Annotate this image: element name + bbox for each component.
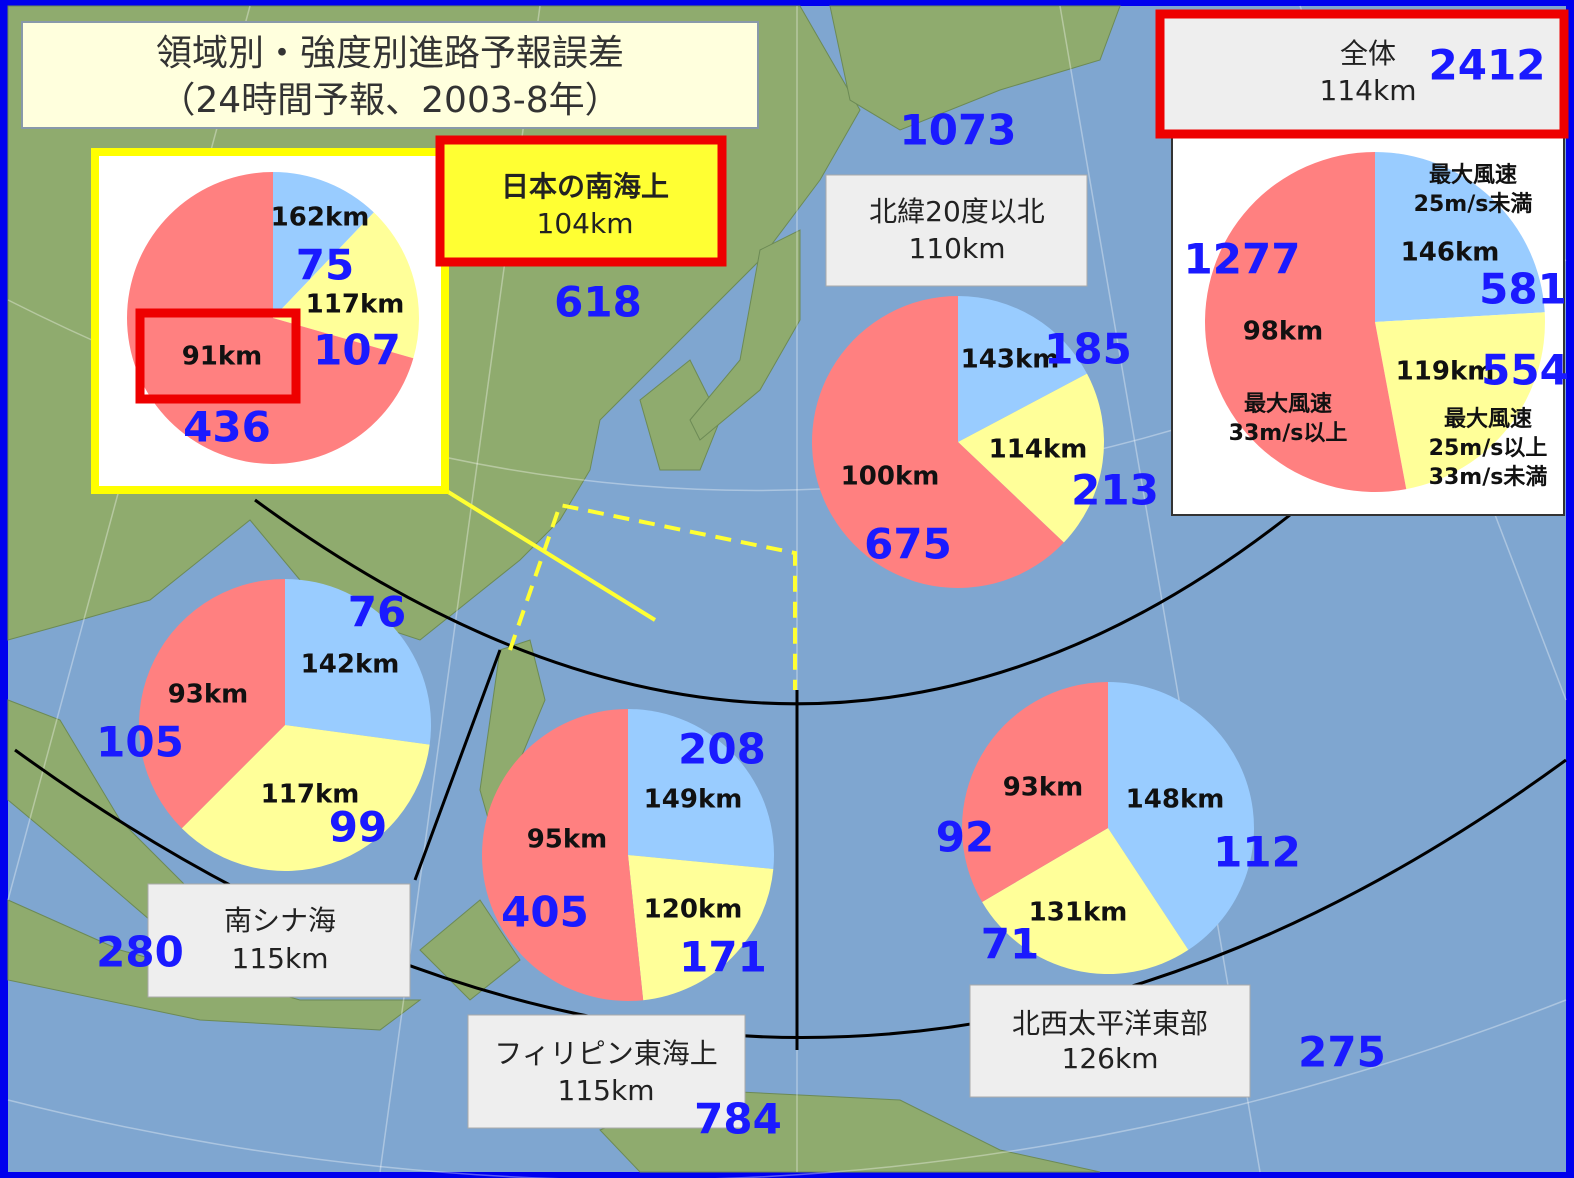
region-error: 126km: [1062, 1042, 1159, 1075]
slice-error: 142km: [301, 650, 400, 680]
region-name: 南シナ海: [224, 904, 336, 937]
slice-count: 105: [96, 718, 184, 767]
region-count: 280: [96, 928, 184, 977]
region-name: フィリピン東海上: [494, 1037, 717, 1070]
slice-error: 146km: [1401, 238, 1500, 268]
slice-count: 436: [183, 403, 271, 452]
slice-count: 208: [678, 725, 766, 774]
slice-count: 99: [329, 803, 387, 852]
slice-error: 93km: [1003, 773, 1084, 803]
region-error: 115km: [558, 1074, 655, 1107]
legend-label: 33m/s以上: [1229, 421, 1348, 446]
region-error: 104km: [537, 207, 634, 240]
slice-count: 554: [1481, 346, 1569, 395]
legend-label: 最大風速: [1244, 391, 1332, 417]
region-count: 1073: [900, 106, 1017, 155]
slice-error: 149km: [644, 785, 743, 815]
slice-error: 162km: [271, 203, 370, 233]
slice-count: 107: [313, 326, 401, 375]
region-box: [148, 884, 410, 997]
region-count: 618: [554, 278, 642, 327]
slice-error: 91km: [182, 342, 263, 372]
title: 領域別・強度別進路予報誤差: [156, 33, 624, 74]
slice-count: 675: [864, 520, 952, 569]
legend-label: 33m/s未満: [1429, 464, 1548, 490]
slice-error: 95km: [527, 825, 608, 855]
slice-error: 100km: [841, 462, 940, 492]
legend-label: 最大風速: [1429, 162, 1517, 188]
region-box: [970, 985, 1250, 1097]
slice-error: 148km: [1126, 785, 1225, 815]
legend-label: 25m/s以上: [1429, 436, 1548, 461]
slice-error: 119km: [1396, 357, 1495, 387]
region-name: 全体: [1340, 37, 1396, 70]
slice-error: 93km: [168, 680, 249, 710]
slice-count: 92: [936, 813, 994, 862]
slice-error: 131km: [1029, 898, 1128, 928]
slice-count: 405: [501, 888, 589, 937]
legend-label: 最大風速: [1444, 406, 1532, 432]
slice-error: 117km: [306, 290, 405, 320]
slice-count: 581: [1479, 265, 1567, 314]
slice-count: 75: [296, 241, 354, 290]
region-box: [826, 175, 1087, 286]
legend-label: 25m/s未満: [1414, 191, 1533, 217]
slice-count: 71: [981, 920, 1039, 969]
slice-count: 213: [1071, 466, 1159, 515]
region-error: 114km: [1320, 74, 1417, 107]
region-name: 日本の南海上: [501, 170, 669, 203]
slice-error: 120km: [644, 895, 743, 925]
slice-error: 114km: [989, 435, 1088, 465]
region-name: 北西太平洋東部: [1012, 1007, 1208, 1040]
slice-count: 112: [1213, 828, 1301, 877]
region-count: 2412: [1429, 41, 1546, 90]
slice-error: 98km: [1243, 317, 1324, 347]
region-name: 北緯20度以北: [869, 195, 1045, 228]
region-error: 115km: [232, 942, 329, 975]
region-count: 784: [694, 1095, 782, 1144]
slice-count: 76: [348, 588, 406, 637]
slice-count: 1277: [1184, 235, 1301, 284]
infographic: 領域別・強度別進路予報誤差 （24時間予報、2003-8年） 162km7511…: [0, 0, 1574, 1178]
region-error: 110km: [909, 232, 1006, 265]
slice-count: 185: [1044, 325, 1132, 374]
slice-count: 171: [679, 933, 767, 982]
subtitle: （24時間予報、2003-8年）: [159, 80, 620, 121]
region-count: 275: [1298, 1028, 1386, 1077]
